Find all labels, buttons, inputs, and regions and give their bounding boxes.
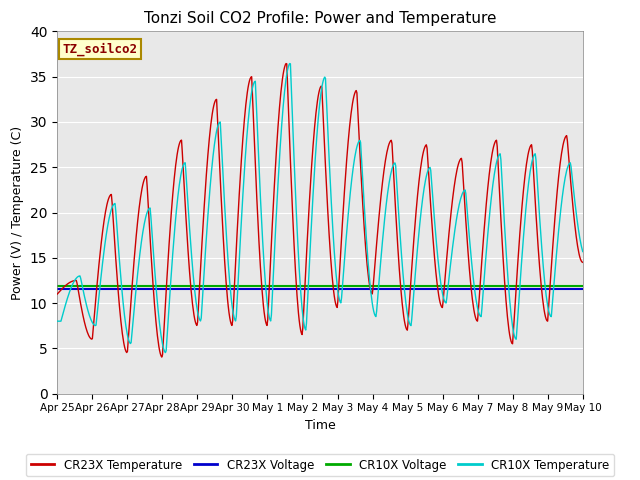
Text: TZ_soilco2: TZ_soilco2: [63, 42, 138, 56]
Legend: CR23X Temperature, CR23X Voltage, CR10X Voltage, CR10X Temperature: CR23X Temperature, CR23X Voltage, CR10X …: [26, 454, 614, 476]
X-axis label: Time: Time: [305, 419, 335, 432]
Title: Tonzi Soil CO2 Profile: Power and Temperature: Tonzi Soil CO2 Profile: Power and Temper…: [144, 11, 496, 26]
Y-axis label: Power (V) / Temperature (C): Power (V) / Temperature (C): [12, 125, 24, 300]
